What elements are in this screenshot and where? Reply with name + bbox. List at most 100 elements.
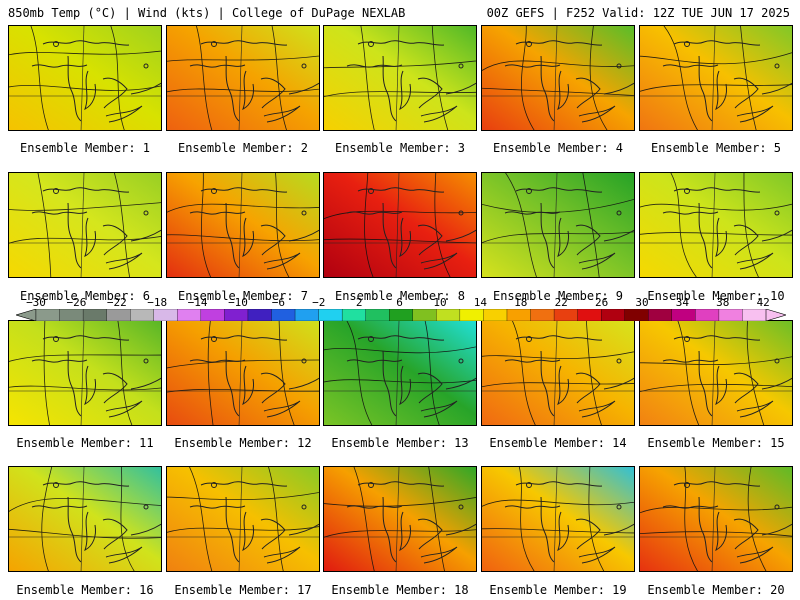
temperature-map bbox=[167, 173, 319, 277]
ensemble-panel-1 bbox=[8, 25, 162, 131]
ensemble-member-label: Ensemble Member: 18 bbox=[331, 583, 469, 597]
colorbar-tick-label: 22 bbox=[554, 296, 568, 309]
ensemble-panel-14 bbox=[481, 320, 635, 426]
ensemble-member-label: Ensemble Member: 2 bbox=[177, 141, 309, 155]
ensemble-member-label: Ensemble Member: 6 bbox=[19, 289, 151, 303]
ensemble-member-label: Ensemble Member: 20 bbox=[647, 583, 785, 597]
ensemble-member-label: Ensemble Member: 10 bbox=[647, 289, 785, 303]
colorbar-tick-label: 2 bbox=[355, 296, 363, 309]
colorbar-swatch bbox=[365, 309, 390, 321]
ensemble-member-label: Ensemble Member: 11 bbox=[16, 436, 154, 450]
ensemble-member-label: Ensemble Member: 15 bbox=[647, 436, 785, 450]
colorbar-tick-label: −14 bbox=[187, 296, 208, 309]
ensemble-member-label: Ensemble Member: 8 bbox=[334, 289, 466, 303]
ensemble-panel-19 bbox=[481, 466, 635, 572]
colorbar-swatch bbox=[718, 309, 744, 321]
ensemble-panel-7 bbox=[166, 172, 320, 278]
temperature-map bbox=[640, 26, 792, 130]
ensemble-panel-17 bbox=[166, 466, 320, 572]
colorbar-swatch bbox=[577, 309, 602, 321]
temperature-map bbox=[482, 173, 634, 277]
temperature-map bbox=[9, 173, 161, 277]
colorbar-swatch bbox=[294, 309, 320, 321]
ensemble-member-label: Ensemble Member: 14 bbox=[489, 436, 627, 450]
colorbar-swatch bbox=[648, 309, 673, 321]
ensemble-member-label: Ensemble Member: 1 bbox=[19, 141, 151, 155]
colorbar-tick-label: −22 bbox=[106, 296, 127, 309]
colorbar-swatch bbox=[742, 309, 767, 321]
ensemble-panel-2 bbox=[166, 25, 320, 131]
colorbar-swatch bbox=[35, 309, 61, 321]
temperature-colorbar bbox=[16, 309, 786, 321]
colorbar-tick-label: −18 bbox=[147, 296, 168, 309]
temperature-map bbox=[167, 467, 319, 571]
colorbar-swatch bbox=[59, 309, 84, 321]
colorbar-tick-label: 26 bbox=[594, 296, 609, 309]
ensemble-member-label: Ensemble Member: 12 bbox=[174, 436, 312, 450]
colorbar-min-arrow bbox=[16, 309, 37, 321]
temperature-map bbox=[482, 321, 634, 425]
ensemble-panel-18 bbox=[323, 466, 477, 572]
ensemble-panel-8 bbox=[323, 172, 477, 278]
colorbar-swatch bbox=[530, 309, 555, 321]
ensemble-member-label: Ensemble Member: 13 bbox=[331, 436, 469, 450]
colorbar-swatch bbox=[483, 309, 508, 321]
colorbar-tick-label: −30 bbox=[26, 296, 46, 309]
temperature-map bbox=[9, 321, 161, 425]
colorbar-tick-label: 18 bbox=[514, 296, 528, 309]
chart-title: 850mb Temp (°C) | Wind (kts) | College o… bbox=[8, 6, 406, 20]
colorbar-swatch bbox=[224, 309, 249, 321]
temperature-map bbox=[640, 321, 792, 425]
temperature-map bbox=[9, 467, 161, 571]
colorbar-tick-label: −10 bbox=[228, 296, 248, 309]
ensemble-panel-16 bbox=[8, 466, 162, 572]
colorbar-swatch bbox=[341, 309, 367, 321]
colorbar-swatch bbox=[82, 309, 108, 321]
colorbar-swatch bbox=[153, 309, 178, 321]
ensemble-panel-11 bbox=[8, 320, 162, 426]
colorbar-max-arrow bbox=[765, 309, 786, 321]
run-valid-time: 00Z GEFS | F252 Valid: 12Z TUE JUN 17 20… bbox=[486, 6, 790, 20]
colorbar-tick-label: 34 bbox=[675, 296, 690, 309]
colorbar-tick-label: 38 bbox=[716, 296, 730, 309]
ensemble-panel-15 bbox=[639, 320, 793, 426]
colorbar-tick-label: −2 bbox=[312, 296, 326, 309]
temperature-map bbox=[324, 26, 476, 130]
ensemble-panel-5 bbox=[639, 25, 793, 131]
temperature-map bbox=[324, 321, 476, 425]
ensemble-panel-6 bbox=[8, 172, 162, 278]
ensemble-member-label: Ensemble Member: 17 bbox=[174, 583, 312, 597]
temperature-map bbox=[482, 26, 634, 130]
temperature-map bbox=[167, 26, 319, 130]
temperature-map bbox=[324, 467, 476, 571]
ensemble-panel-13 bbox=[323, 320, 477, 426]
ensemble-member-label: Ensemble Member: 19 bbox=[489, 583, 627, 597]
temperature-map bbox=[167, 321, 319, 425]
colorbar-swatch bbox=[624, 309, 649, 321]
colorbar-tick-label: 10 bbox=[433, 296, 447, 309]
temperature-map bbox=[640, 173, 792, 277]
ensemble-panel-3 bbox=[323, 25, 477, 131]
colorbar-tick-label: 14 bbox=[473, 296, 488, 309]
colorbar-tick-label: 42 bbox=[756, 296, 770, 309]
colorbar-swatch bbox=[106, 309, 131, 321]
ensemble-member-label: Ensemble Member: 9 bbox=[492, 289, 624, 303]
temperature-map bbox=[9, 26, 161, 130]
colorbar-swatch bbox=[389, 309, 414, 321]
ensemble-panel-9 bbox=[481, 172, 635, 278]
ensemble-panel-10 bbox=[639, 172, 793, 278]
ensemble-member-label: Ensemble Member: 7 bbox=[177, 289, 309, 303]
colorbar-swatch bbox=[200, 309, 225, 321]
temperature-map bbox=[482, 467, 634, 571]
colorbar-swatch bbox=[247, 309, 273, 321]
ensemble-panel-4 bbox=[481, 25, 635, 131]
colorbar-swatch bbox=[130, 309, 155, 321]
colorbar-swatch bbox=[506, 309, 532, 321]
ensemble-member-label: Ensemble Member: 16 bbox=[16, 583, 154, 597]
colorbar-swatch bbox=[553, 309, 579, 321]
colorbar-swatch bbox=[177, 309, 202, 321]
colorbar-tick-label: 30 bbox=[635, 296, 649, 309]
colorbar-swatch bbox=[600, 309, 626, 321]
colorbar-swatch bbox=[671, 309, 696, 321]
colorbar-swatch bbox=[459, 309, 484, 321]
